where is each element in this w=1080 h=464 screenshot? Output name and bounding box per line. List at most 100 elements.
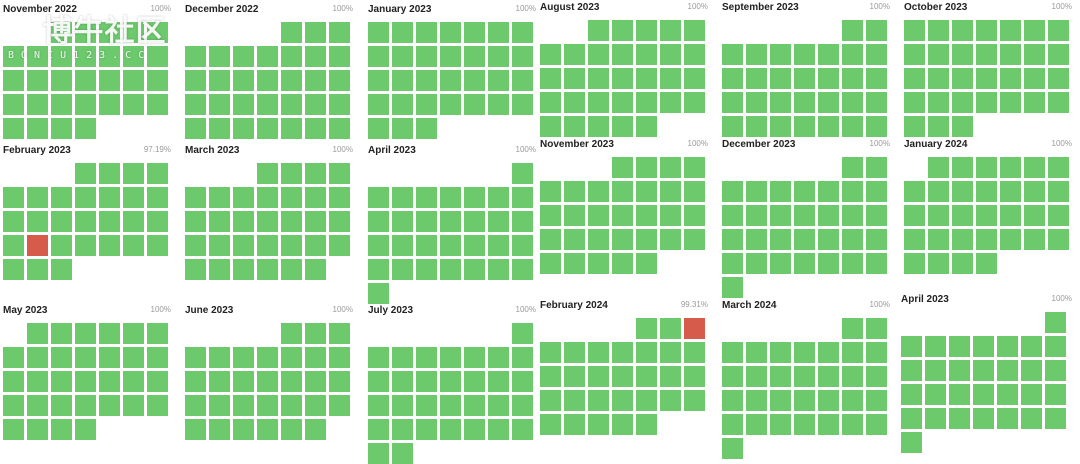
day-cell[interactable] (27, 371, 48, 392)
day-cell[interactable] (818, 414, 839, 435)
day-cell[interactable] (818, 116, 839, 137)
day-cell[interactable] (512, 419, 533, 440)
day-cell[interactable] (684, 92, 705, 113)
day-cell[interactable] (281, 211, 302, 232)
day-cell[interactable] (392, 347, 413, 368)
day-cell[interactable] (866, 157, 887, 178)
day-cell[interactable] (1024, 181, 1045, 202)
day-cell[interactable] (842, 68, 863, 89)
day-cell[interactable] (233, 347, 254, 368)
day-cell[interactable] (123, 46, 144, 67)
day-cell[interactable] (1000, 229, 1021, 250)
day-cell[interactable] (185, 235, 206, 256)
day-cell-incident[interactable] (27, 235, 48, 256)
day-cell[interactable] (464, 395, 485, 416)
day-cell[interactable] (746, 68, 767, 89)
day-cell[interactable] (794, 116, 815, 137)
day-cell[interactable] (416, 347, 437, 368)
day-cell[interactable] (660, 92, 681, 113)
day-cell[interactable] (392, 443, 413, 464)
day-cell[interactable] (540, 44, 561, 65)
day-cell[interactable] (233, 211, 254, 232)
day-cell[interactable] (636, 68, 657, 89)
day-cell[interactable] (746, 390, 767, 411)
day-cell[interactable] (209, 187, 230, 208)
day-cell[interactable] (1048, 181, 1069, 202)
day-cell[interactable] (949, 408, 970, 429)
day-cell[interactable] (976, 20, 997, 41)
day-cell[interactable] (305, 70, 326, 91)
day-cell[interactable] (257, 118, 278, 139)
day-cell[interactable] (973, 408, 994, 429)
day-cell[interactable] (794, 68, 815, 89)
day-cell[interactable] (147, 323, 168, 344)
day-cell[interactable] (209, 118, 230, 139)
day-cell[interactable] (257, 235, 278, 256)
day-cell[interactable] (512, 371, 533, 392)
day-cell[interactable] (440, 22, 461, 43)
day-cell[interactable] (75, 70, 96, 91)
day-cell[interactable] (368, 22, 389, 43)
day-cell[interactable] (51, 259, 72, 280)
day-cell[interactable] (540, 116, 561, 137)
day-cell[interactable] (368, 211, 389, 232)
day-cell[interactable] (564, 116, 585, 137)
day-cell[interactable] (257, 70, 278, 91)
day-cell[interactable] (488, 94, 509, 115)
day-cell[interactable] (464, 46, 485, 67)
day-cell[interactable] (3, 211, 24, 232)
day-cell[interactable] (636, 253, 657, 274)
day-cell[interactable] (684, 157, 705, 178)
day-cell[interactable] (1024, 92, 1045, 113)
day-cell[interactable] (75, 419, 96, 440)
day-cell[interactable] (27, 419, 48, 440)
day-cell[interactable] (818, 342, 839, 363)
day-cell[interactable] (233, 371, 254, 392)
day-cell[interactable] (1024, 205, 1045, 226)
day-cell[interactable] (660, 342, 681, 363)
day-cell[interactable] (866, 414, 887, 435)
day-cell[interactable] (281, 323, 302, 344)
day-cell[interactable] (722, 390, 743, 411)
day-cell[interactable] (564, 229, 585, 250)
day-cell[interactable] (257, 347, 278, 368)
day-cell[interactable] (75, 94, 96, 115)
day-cell[interactable] (488, 235, 509, 256)
day-cell[interactable] (770, 342, 791, 363)
day-cell[interactable] (588, 92, 609, 113)
day-cell[interactable] (746, 181, 767, 202)
day-cell[interactable] (27, 70, 48, 91)
day-cell[interactable] (488, 187, 509, 208)
day-cell[interactable] (612, 390, 633, 411)
day-cell[interactable] (612, 253, 633, 274)
day-cell[interactable] (588, 253, 609, 274)
day-cell[interactable] (973, 360, 994, 381)
day-cell[interactable] (636, 116, 657, 137)
day-cell[interactable] (1048, 20, 1069, 41)
day-cell[interactable] (416, 94, 437, 115)
day-cell[interactable] (904, 229, 925, 250)
day-cell[interactable] (233, 187, 254, 208)
day-cell[interactable] (281, 118, 302, 139)
day-cell[interactable] (233, 419, 254, 440)
day-cell[interactable] (794, 253, 815, 274)
day-cell[interactable] (588, 342, 609, 363)
day-cell[interactable] (209, 371, 230, 392)
day-cell[interactable] (488, 70, 509, 91)
day-cell[interactable] (1048, 205, 1069, 226)
day-cell[interactable] (51, 371, 72, 392)
day-cell[interactable] (684, 229, 705, 250)
day-cell[interactable] (281, 70, 302, 91)
day-cell[interactable] (147, 347, 168, 368)
day-cell[interactable] (997, 360, 1018, 381)
day-cell[interactable] (636, 44, 657, 65)
day-cell[interactable] (540, 229, 561, 250)
day-cell[interactable] (392, 235, 413, 256)
day-cell[interactable] (818, 68, 839, 89)
day-cell[interactable] (564, 181, 585, 202)
day-cell[interactable] (147, 235, 168, 256)
day-cell[interactable] (746, 253, 767, 274)
day-cell[interactable] (464, 187, 485, 208)
day-cell[interactable] (99, 323, 120, 344)
day-cell[interactable] (818, 366, 839, 387)
